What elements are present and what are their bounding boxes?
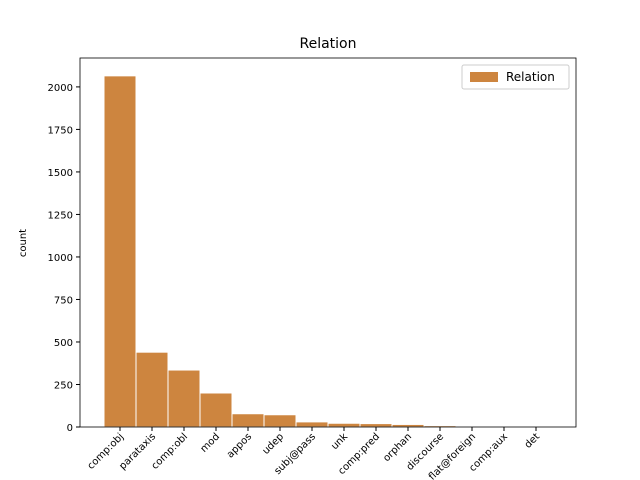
y-tick-label: 1250 [48, 210, 73, 221]
bar [295, 421, 329, 428]
y-tick-label: 2000 [48, 83, 73, 94]
y-tick-label: 500 [54, 338, 73, 349]
y-tick-label: 1500 [48, 168, 73, 179]
y-tick-label: 250 [54, 380, 73, 391]
bar [103, 75, 137, 428]
y-tick-label: 1000 [48, 253, 73, 264]
y-tick-label: 1750 [48, 125, 73, 136]
legend-label: Relation [506, 70, 555, 84]
bar [359, 423, 393, 428]
bar [231, 413, 265, 428]
y-tick-label: 750 [54, 295, 73, 306]
plot-frame [79, 57, 577, 428]
chart-title: Relation [300, 36, 357, 52]
bar [135, 351, 169, 428]
bar [167, 369, 201, 428]
bar [199, 392, 233, 428]
legend-box [461, 64, 570, 90]
bar [327, 422, 361, 428]
y-tick-label: 0 [67, 423, 73, 434]
bar [263, 414, 297, 428]
y-axis-label: count [18, 229, 29, 257]
legend-swatch [470, 72, 498, 82]
